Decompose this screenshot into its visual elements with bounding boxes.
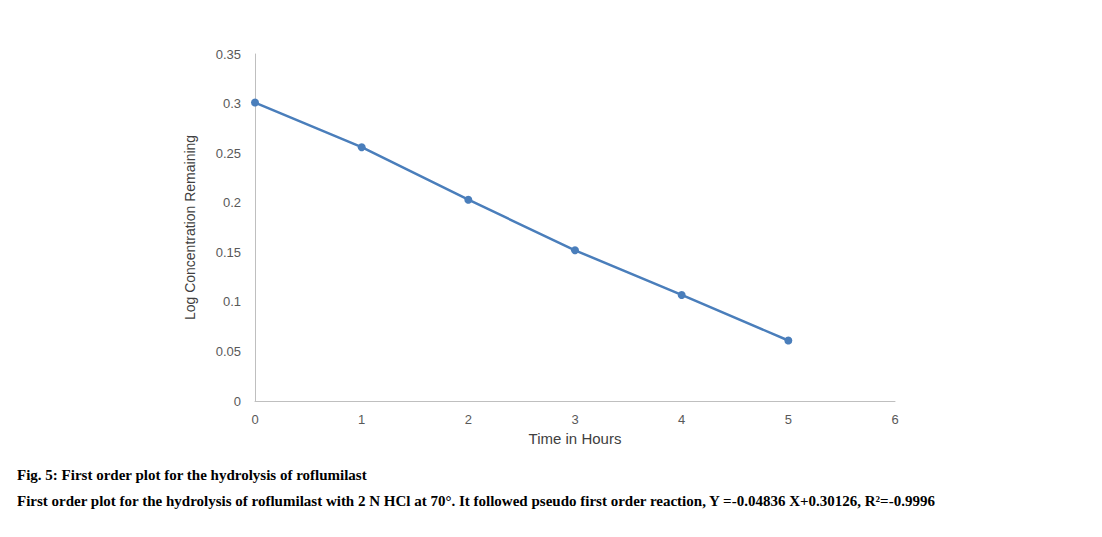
svg-text:0.35: 0.35 xyxy=(216,47,241,62)
svg-text:Log Concentration Remaining: Log Concentration Remaining xyxy=(182,135,198,320)
svg-text:0.15: 0.15 xyxy=(216,245,241,260)
svg-text:5: 5 xyxy=(785,412,792,427)
svg-text:0.25: 0.25 xyxy=(216,146,241,161)
svg-text:0: 0 xyxy=(251,412,258,427)
svg-text:2: 2 xyxy=(465,412,472,427)
svg-text:6: 6 xyxy=(891,412,898,427)
svg-text:0.2: 0.2 xyxy=(223,195,241,210)
svg-text:3: 3 xyxy=(571,412,578,427)
svg-text:First order plot for the hydro: First order plot for the hydrolysis of r… xyxy=(17,493,935,509)
svg-text:0: 0 xyxy=(234,394,241,409)
svg-text:0.3: 0.3 xyxy=(223,96,241,111)
svg-text:1: 1 xyxy=(358,412,365,427)
svg-text:4: 4 xyxy=(678,412,685,427)
svg-text:0.1: 0.1 xyxy=(223,294,241,309)
svg-text:0.05: 0.05 xyxy=(216,344,241,359)
svg-text:Time in Hours: Time in Hours xyxy=(529,430,622,447)
svg-text:Fig. 5: First order plot for t: Fig. 5: First order plot for the hydroly… xyxy=(17,467,367,483)
